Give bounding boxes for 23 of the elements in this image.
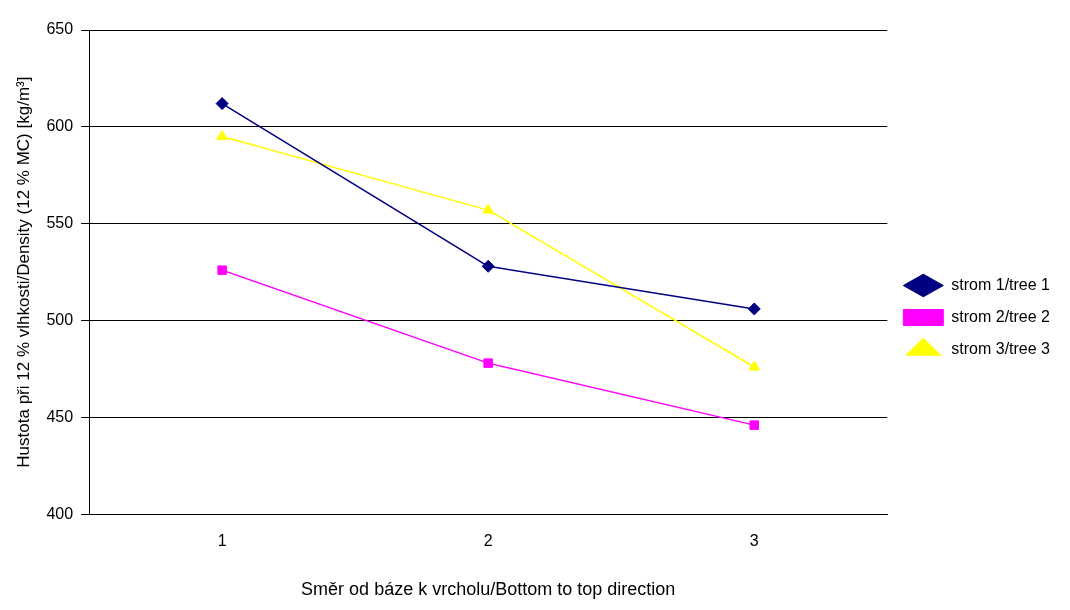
legend-label: strom 3/tree 3 <box>951 339 1051 357</box>
x-tick-label: 2 <box>483 532 493 550</box>
x-tick-label: 3 <box>749 532 759 550</box>
y-tick-label: 600 <box>46 117 74 135</box>
x-tick-label: 1 <box>217 532 227 550</box>
y-tick-label: 550 <box>46 214 74 232</box>
point <box>749 420 760 430</box>
y-tick-label: 500 <box>46 310 74 328</box>
point <box>747 302 761 316</box>
y-tick-label: 400 <box>46 504 74 522</box>
point <box>215 97 229 111</box>
point <box>216 130 228 141</box>
point <box>482 203 494 214</box>
y-tick-label: 650 <box>46 20 74 38</box>
x-axis-title: Směr od báze k vrcholu/Bottom to top direction <box>301 579 676 600</box>
y-tick-label: 450 <box>46 407 74 425</box>
point <box>483 358 493 368</box>
legend-label: strom 2/tree 2 <box>951 307 1051 325</box>
point <box>748 360 760 371</box>
legend-label: strom 1/tree 1 <box>951 275 1051 293</box>
y-axis-title: Hustota při 12 % vlhkosti/Density (12 % MC) [kg/m³] <box>13 76 33 468</box>
point <box>217 265 227 275</box>
point <box>481 259 495 273</box>
